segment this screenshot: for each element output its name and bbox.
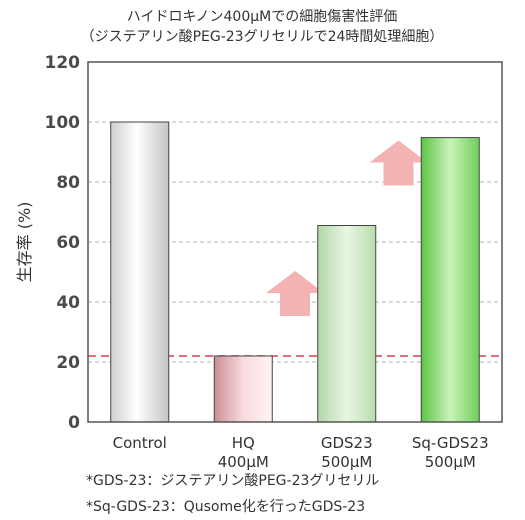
y-tick-label: 40 xyxy=(56,293,80,313)
bar-2 xyxy=(317,225,377,423)
footnote-1: *GDS-23：ジステアリン酸PEG-23グリセリル xyxy=(86,473,379,489)
y-tick-label: 80 xyxy=(56,173,80,193)
arrows-group xyxy=(266,140,428,316)
x-tick-label: 400μM xyxy=(218,453,269,471)
footnote-2: *Sq-GDS-23：Qusome化を行ったGDS-23 xyxy=(86,499,365,515)
x-tick-label: 500μM xyxy=(425,453,476,471)
chart-title: ハイドロキノン400μMでの細胞傷害性評価 （ジステアリン酸PEG-23グリセリ… xyxy=(81,9,444,45)
y-tick-label: 20 xyxy=(56,353,80,373)
x-tick-label: HQ xyxy=(232,434,255,452)
title-line-2: （ジステアリン酸PEG-23グリセリルで24時間処理細胞） xyxy=(81,29,444,45)
y-axis-label: 生存率 (%) xyxy=(15,202,34,283)
bars-group xyxy=(110,121,480,423)
plot-frame xyxy=(87,61,503,423)
y-tick-label: 100 xyxy=(45,113,81,133)
footnotes: *GDS-23：ジステアリン酸PEG-23グリセリル *Sq-GDS-23：Qu… xyxy=(86,473,379,515)
x-tick-label: Control xyxy=(113,434,167,452)
y-tick-labels: 0 20 40 60 80 100 120 xyxy=(45,53,81,433)
y-tick-label: 0 xyxy=(68,413,80,433)
x-tick-label: 500μM xyxy=(321,453,372,471)
y-tick-label: 120 xyxy=(45,53,81,73)
x-tick-label: GDS23 xyxy=(321,434,373,452)
y-tick-label: 60 xyxy=(56,233,80,253)
title-line-1: ハイドロキノン400μMでの細胞傷害性評価 xyxy=(127,9,397,25)
x-tick-label: Sq-GDS23 xyxy=(412,434,489,452)
bar-1 xyxy=(213,355,273,423)
up-arrow-1 xyxy=(369,140,428,186)
bar-3 xyxy=(420,137,480,423)
up-arrow-0 xyxy=(266,271,324,316)
bar-0 xyxy=(110,121,170,423)
